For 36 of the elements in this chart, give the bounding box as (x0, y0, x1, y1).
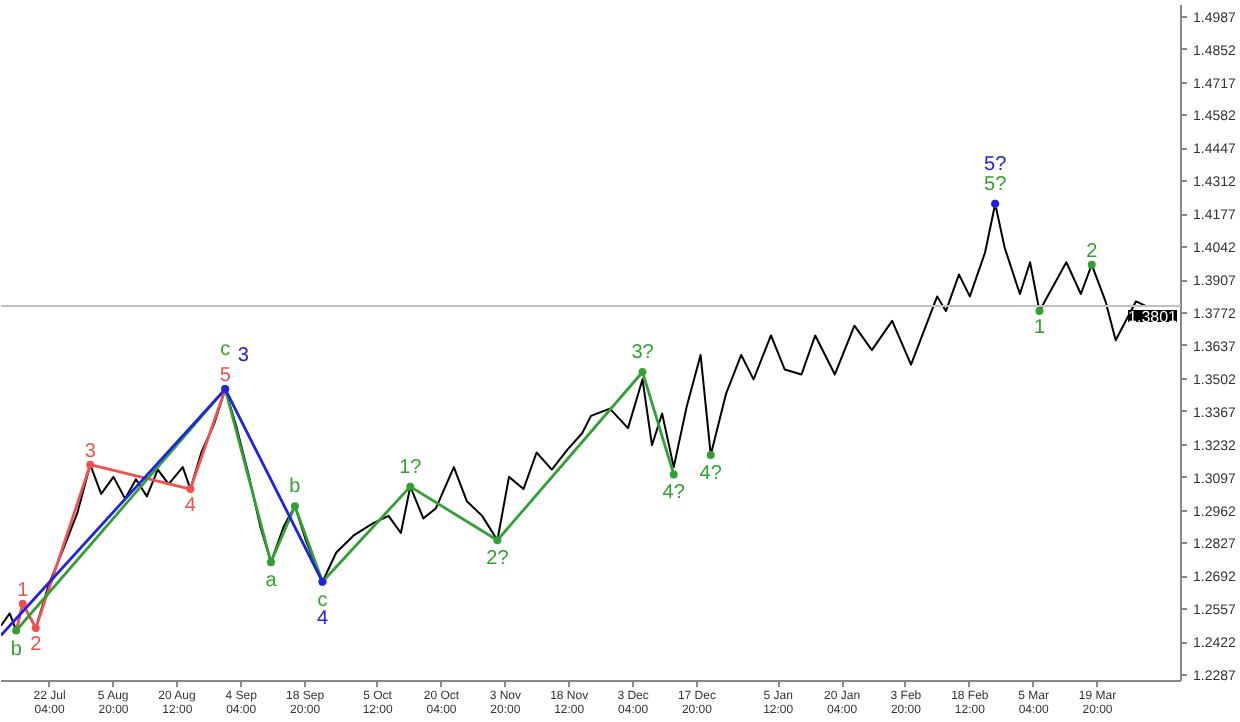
point (1035, 307, 1044, 316)
point (86, 460, 95, 469)
series-label: 2 (1086, 240, 1099, 263)
point (290, 502, 299, 511)
series-label: c (220, 339, 231, 362)
series-label: 4 (316, 607, 329, 630)
series-label: 4 (184, 495, 197, 518)
series-label: b (289, 476, 302, 499)
series-label: 4? (699, 462, 723, 485)
series-label: 5? (984, 173, 1008, 196)
series-label: 5? (984, 153, 1008, 176)
series-label: 2? (486, 548, 510, 571)
series-label: 1 (17, 579, 30, 602)
series-label: 3 (84, 440, 97, 463)
point (706, 450, 715, 459)
series-label: 5 (219, 365, 232, 388)
point (266, 558, 275, 567)
series-label: b (10, 638, 23, 661)
series-label: 2 (30, 634, 43, 657)
point (669, 470, 678, 479)
point (406, 482, 415, 491)
series-label: c (317, 589, 328, 612)
point (31, 624, 40, 633)
series-label: 3? (631, 342, 655, 365)
series-label: 3 (237, 345, 250, 368)
point (186, 485, 195, 494)
ref-line-label: 1.3801 (1128, 307, 1179, 326)
series-label: 1? (399, 456, 423, 479)
point (18, 599, 27, 608)
point (12, 626, 21, 635)
point (638, 368, 647, 377)
point (1087, 260, 1096, 269)
point (493, 536, 502, 545)
series-label: 1 (1033, 317, 1046, 340)
series-label: a (265, 570, 278, 593)
series-label: 4? (662, 482, 686, 505)
